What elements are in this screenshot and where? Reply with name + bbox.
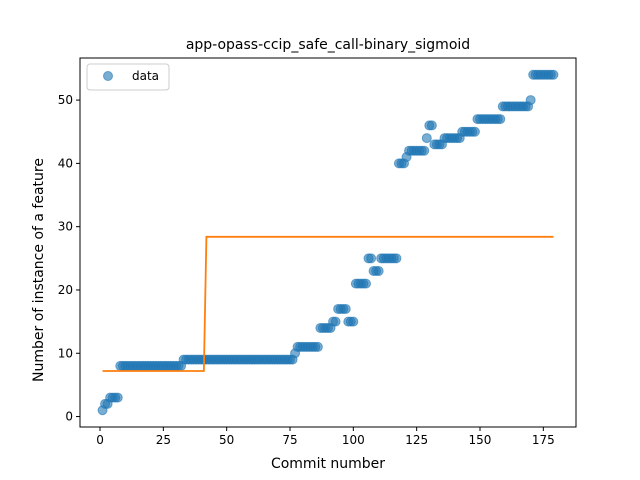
axes-frame [79, 57, 577, 428]
x-tick-label: 25 [156, 433, 171, 447]
y-tick-label: 50 [58, 93, 73, 107]
y-tick-label: 30 [58, 220, 73, 234]
legend: data [86, 63, 170, 91]
x-tick-label: 0 [96, 433, 104, 447]
data-point [495, 114, 506, 125]
data-point [312, 341, 323, 352]
legend-label-data: data [132, 69, 159, 83]
y-axis-label: Number of instance of a feature [31, 158, 47, 382]
data-point [426, 120, 437, 131]
data-point [469, 126, 480, 137]
axes: 0 25 50 75 100 125 150 175 0 10 20 30 40 50 [58, 57, 577, 447]
data-point [419, 145, 430, 156]
data-point [525, 95, 536, 106]
data-point [361, 278, 371, 289]
legend-box [86, 63, 170, 91]
data-point [348, 316, 359, 327]
chart-title: app-opass-ccip_safe_call-binary_sigmoid [186, 37, 470, 53]
data-point [330, 316, 341, 327]
x-tick-label: 125 [405, 433, 428, 447]
plot-area [97, 69, 559, 416]
x-axis-label: Commit number [271, 456, 385, 472]
data-point [391, 253, 402, 264]
legend-marker-data [103, 71, 113, 81]
data-point [340, 303, 351, 314]
y-tick-label: 10 [58, 346, 73, 360]
x-tick-label: 75 [282, 433, 297, 447]
fit-line [102, 235, 554, 372]
x-tick-label: 175 [532, 433, 555, 447]
y-tick-label: 20 [58, 283, 73, 297]
data-point [548, 69, 559, 80]
y-tick-label: 40 [58, 156, 73, 170]
x-tick-label: 50 [219, 433, 234, 447]
data-point [112, 392, 123, 403]
x-tick-label: 100 [342, 433, 365, 447]
data-point [373, 265, 384, 276]
data-point [421, 133, 432, 144]
x-tick-label: 150 [469, 433, 492, 447]
data-point [366, 253, 377, 264]
y-tick-label: 0 [65, 410, 73, 424]
